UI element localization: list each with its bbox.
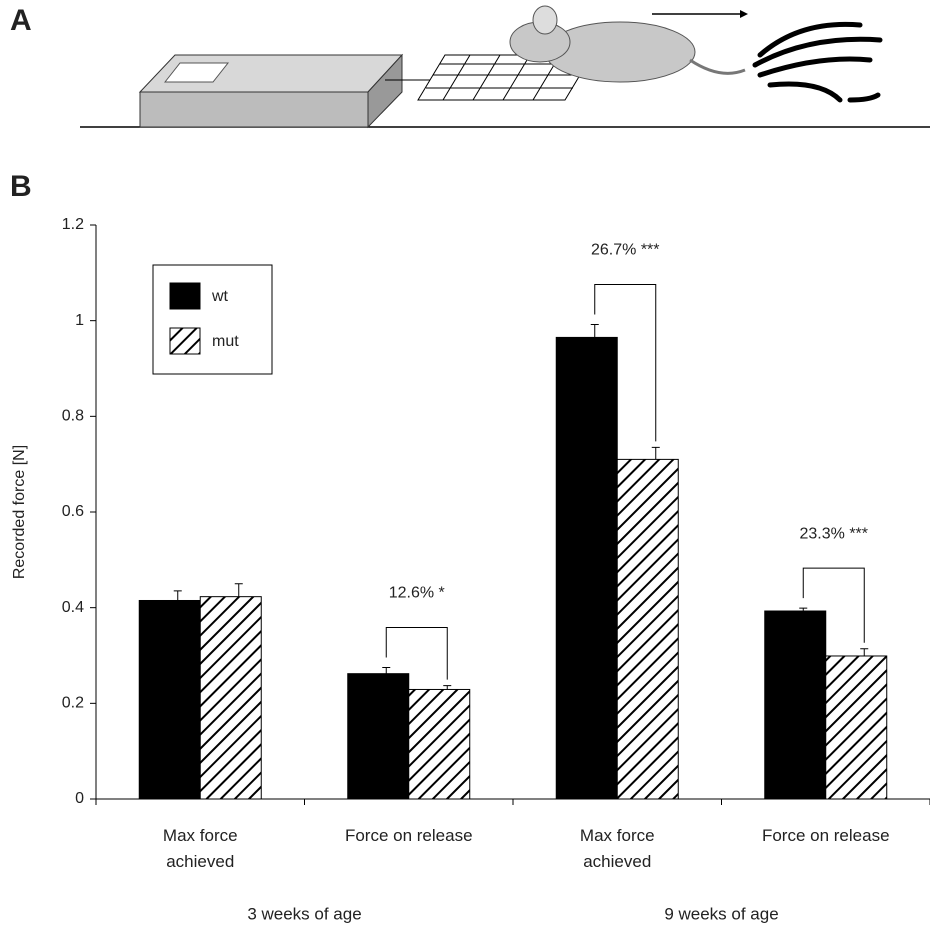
- illustration: [80, 5, 930, 129]
- legend-swatch: [169, 282, 201, 310]
- bracket: [802, 567, 865, 643]
- x-tick-label: Force on release: [761, 826, 890, 845]
- error-bar: [173, 590, 182, 601]
- y-tick-label: 0.8: [62, 408, 84, 425]
- y-tick-label: 0.6: [62, 503, 84, 520]
- annotation: 12.6% *: [389, 585, 445, 602]
- group-label: 3 weeks of age: [247, 904, 361, 923]
- y-tick-label: 1: [75, 312, 84, 329]
- legend-label: wt: [211, 288, 229, 305]
- bar: [555, 336, 618, 800]
- group-label: 9 weeks of age: [664, 904, 778, 923]
- bar: [616, 458, 679, 800]
- bar: [764, 610, 827, 800]
- x-tick-label: Max force achieved: [579, 826, 655, 871]
- bracket: [594, 283, 657, 442]
- y-tick-label: 0: [75, 790, 84, 807]
- error-bar: [860, 648, 869, 656]
- bar: [347, 673, 410, 800]
- bar: [408, 688, 471, 800]
- y-axis-label: Recorded force [N]: [11, 445, 28, 579]
- panel-label: B: [10, 170, 32, 203]
- legend-box: [152, 264, 273, 375]
- bar: [199, 596, 262, 800]
- annotation: 26.7% ***: [591, 242, 660, 259]
- bar: [825, 655, 888, 800]
- error-bar: [590, 323, 599, 338]
- error-bar: [443, 685, 452, 690]
- y-tick-label: 0.2: [62, 695, 84, 712]
- y-tick-label: 1.2: [62, 216, 84, 233]
- y-tick-label: 0.4: [62, 599, 84, 616]
- x-tick-label: Max force achieved: [162, 826, 238, 871]
- error-bar: [651, 446, 660, 460]
- annotation: 23.3% ***: [800, 525, 869, 542]
- error-bar: [382, 666, 391, 674]
- x-tick-label: Force on release: [344, 826, 473, 845]
- legend-label: mut: [212, 333, 239, 350]
- legend-swatch: [169, 327, 201, 355]
- bracket: [385, 626, 448, 680]
- error-bar: [799, 607, 808, 612]
- panel-label: A: [10, 4, 32, 37]
- bar: [138, 599, 201, 800]
- error-bar: [234, 583, 243, 597]
